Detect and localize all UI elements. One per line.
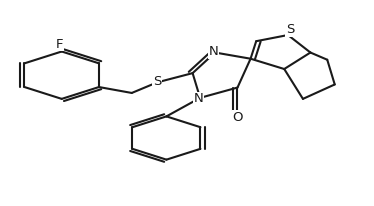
- Text: F: F: [56, 38, 64, 51]
- Text: S: S: [286, 23, 294, 36]
- Text: N: N: [193, 92, 203, 105]
- Text: N: N: [208, 45, 218, 58]
- Text: S: S: [153, 75, 161, 88]
- Text: O: O: [232, 111, 243, 124]
